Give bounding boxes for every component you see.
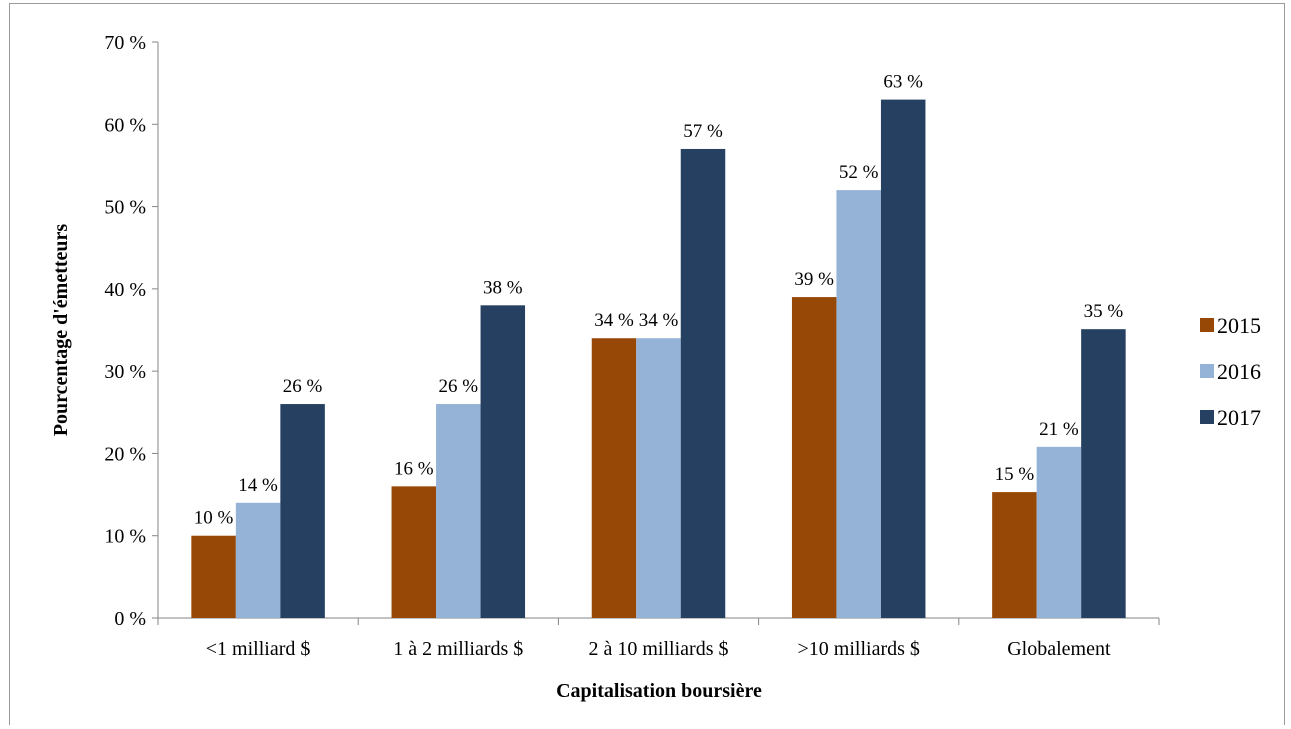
data-labels: 10 %14 % 26 % 16 % 26 % 38 % 34 % 34 % 57 % 39 %… — [194, 72, 1124, 529]
bar-2017 — [280, 404, 325, 618]
data-label-2017: 57 % — [683, 121, 723, 142]
y-axis-title: Pourcentage d'émetteurs — [50, 224, 72, 437]
y-tick-label: 50 % — [104, 197, 146, 219]
data-label-2016: 21 % — [1039, 419, 1079, 440]
chart-frame — [9, 3, 1285, 725]
bar-2016 — [836, 190, 881, 618]
y-tick-label: 0 % — [114, 608, 146, 630]
bar-2015 — [391, 486, 437, 618]
x-axis: <1 milliard $ 1 à 2 milliards $ 2 à 10 mil… — [157, 617, 1160, 660]
legend-swatch-2016 — [1200, 364, 1214, 378]
bar-2016 — [1036, 446, 1082, 618]
legend-swatch-2017 — [1200, 410, 1214, 424]
category-label: Globalement — [1007, 638, 1111, 660]
y-axis: 0 % 10 % 20 % 30 % 40 % 50 % 60 % 70 % — [104, 32, 159, 630]
y-tick-label: 20 % — [104, 443, 146, 465]
data-label-2015: 16 % — [394, 458, 434, 479]
data-label-2017: 63 % — [883, 72, 923, 93]
category-label: 1 à 2 milliards $ — [393, 638, 523, 660]
bar-2016 — [636, 338, 681, 618]
data-label-2015: 15 % — [995, 464, 1035, 485]
data-label-2016: 34 % — [639, 310, 679, 331]
data-label-2017: 38 % — [483, 277, 523, 298]
legend: 2015 2016 2017 — [1200, 313, 1261, 430]
category-label: 2 à 10 milliards $ — [589, 638, 729, 660]
y-tick-label: 10 % — [104, 526, 146, 548]
legend-swatch-2015 — [1200, 318, 1214, 332]
data-label-2015: 34 % — [594, 310, 634, 331]
data-label-2016: 26 % — [439, 376, 479, 397]
y-tick-label: 40 % — [104, 279, 146, 301]
legend-label-2016: 2016 — [1217, 359, 1261, 384]
bar-2017 — [1081, 329, 1126, 618]
data-label-2016: 14 % — [238, 475, 278, 496]
bar-2017 — [480, 305, 526, 618]
bar-2015 — [191, 535, 236, 618]
data-label-2015: 39 % — [794, 269, 834, 290]
category-label: <1 milliard $ — [206, 638, 311, 660]
bar-2017 — [880, 99, 926, 619]
bar-2015 — [992, 492, 1037, 618]
bar-2016 — [436, 404, 481, 618]
bar-2017 — [680, 148, 726, 618]
bar-2015 — [791, 297, 837, 618]
y-tick-label: 60 % — [104, 114, 146, 136]
category-label: >10 milliards $ — [798, 638, 920, 660]
data-label-2017: 35 % — [1084, 301, 1124, 322]
x-axis-title: Capitalisation boursière — [556, 680, 762, 702]
data-label-2015: 10 % — [194, 508, 234, 529]
bars — [191, 99, 1126, 619]
y-tick-label: 70 % — [104, 32, 146, 54]
data-label-2017: 26 % — [283, 376, 323, 397]
y-tick-label: 30 % — [104, 361, 146, 383]
legend-label-2017: 2017 — [1217, 405, 1261, 430]
bar-2015 — [591, 338, 637, 618]
bar-2016 — [235, 502, 281, 618]
legend-label-2015: 2015 — [1217, 313, 1261, 338]
data-label-2016: 52 % — [839, 162, 879, 183]
